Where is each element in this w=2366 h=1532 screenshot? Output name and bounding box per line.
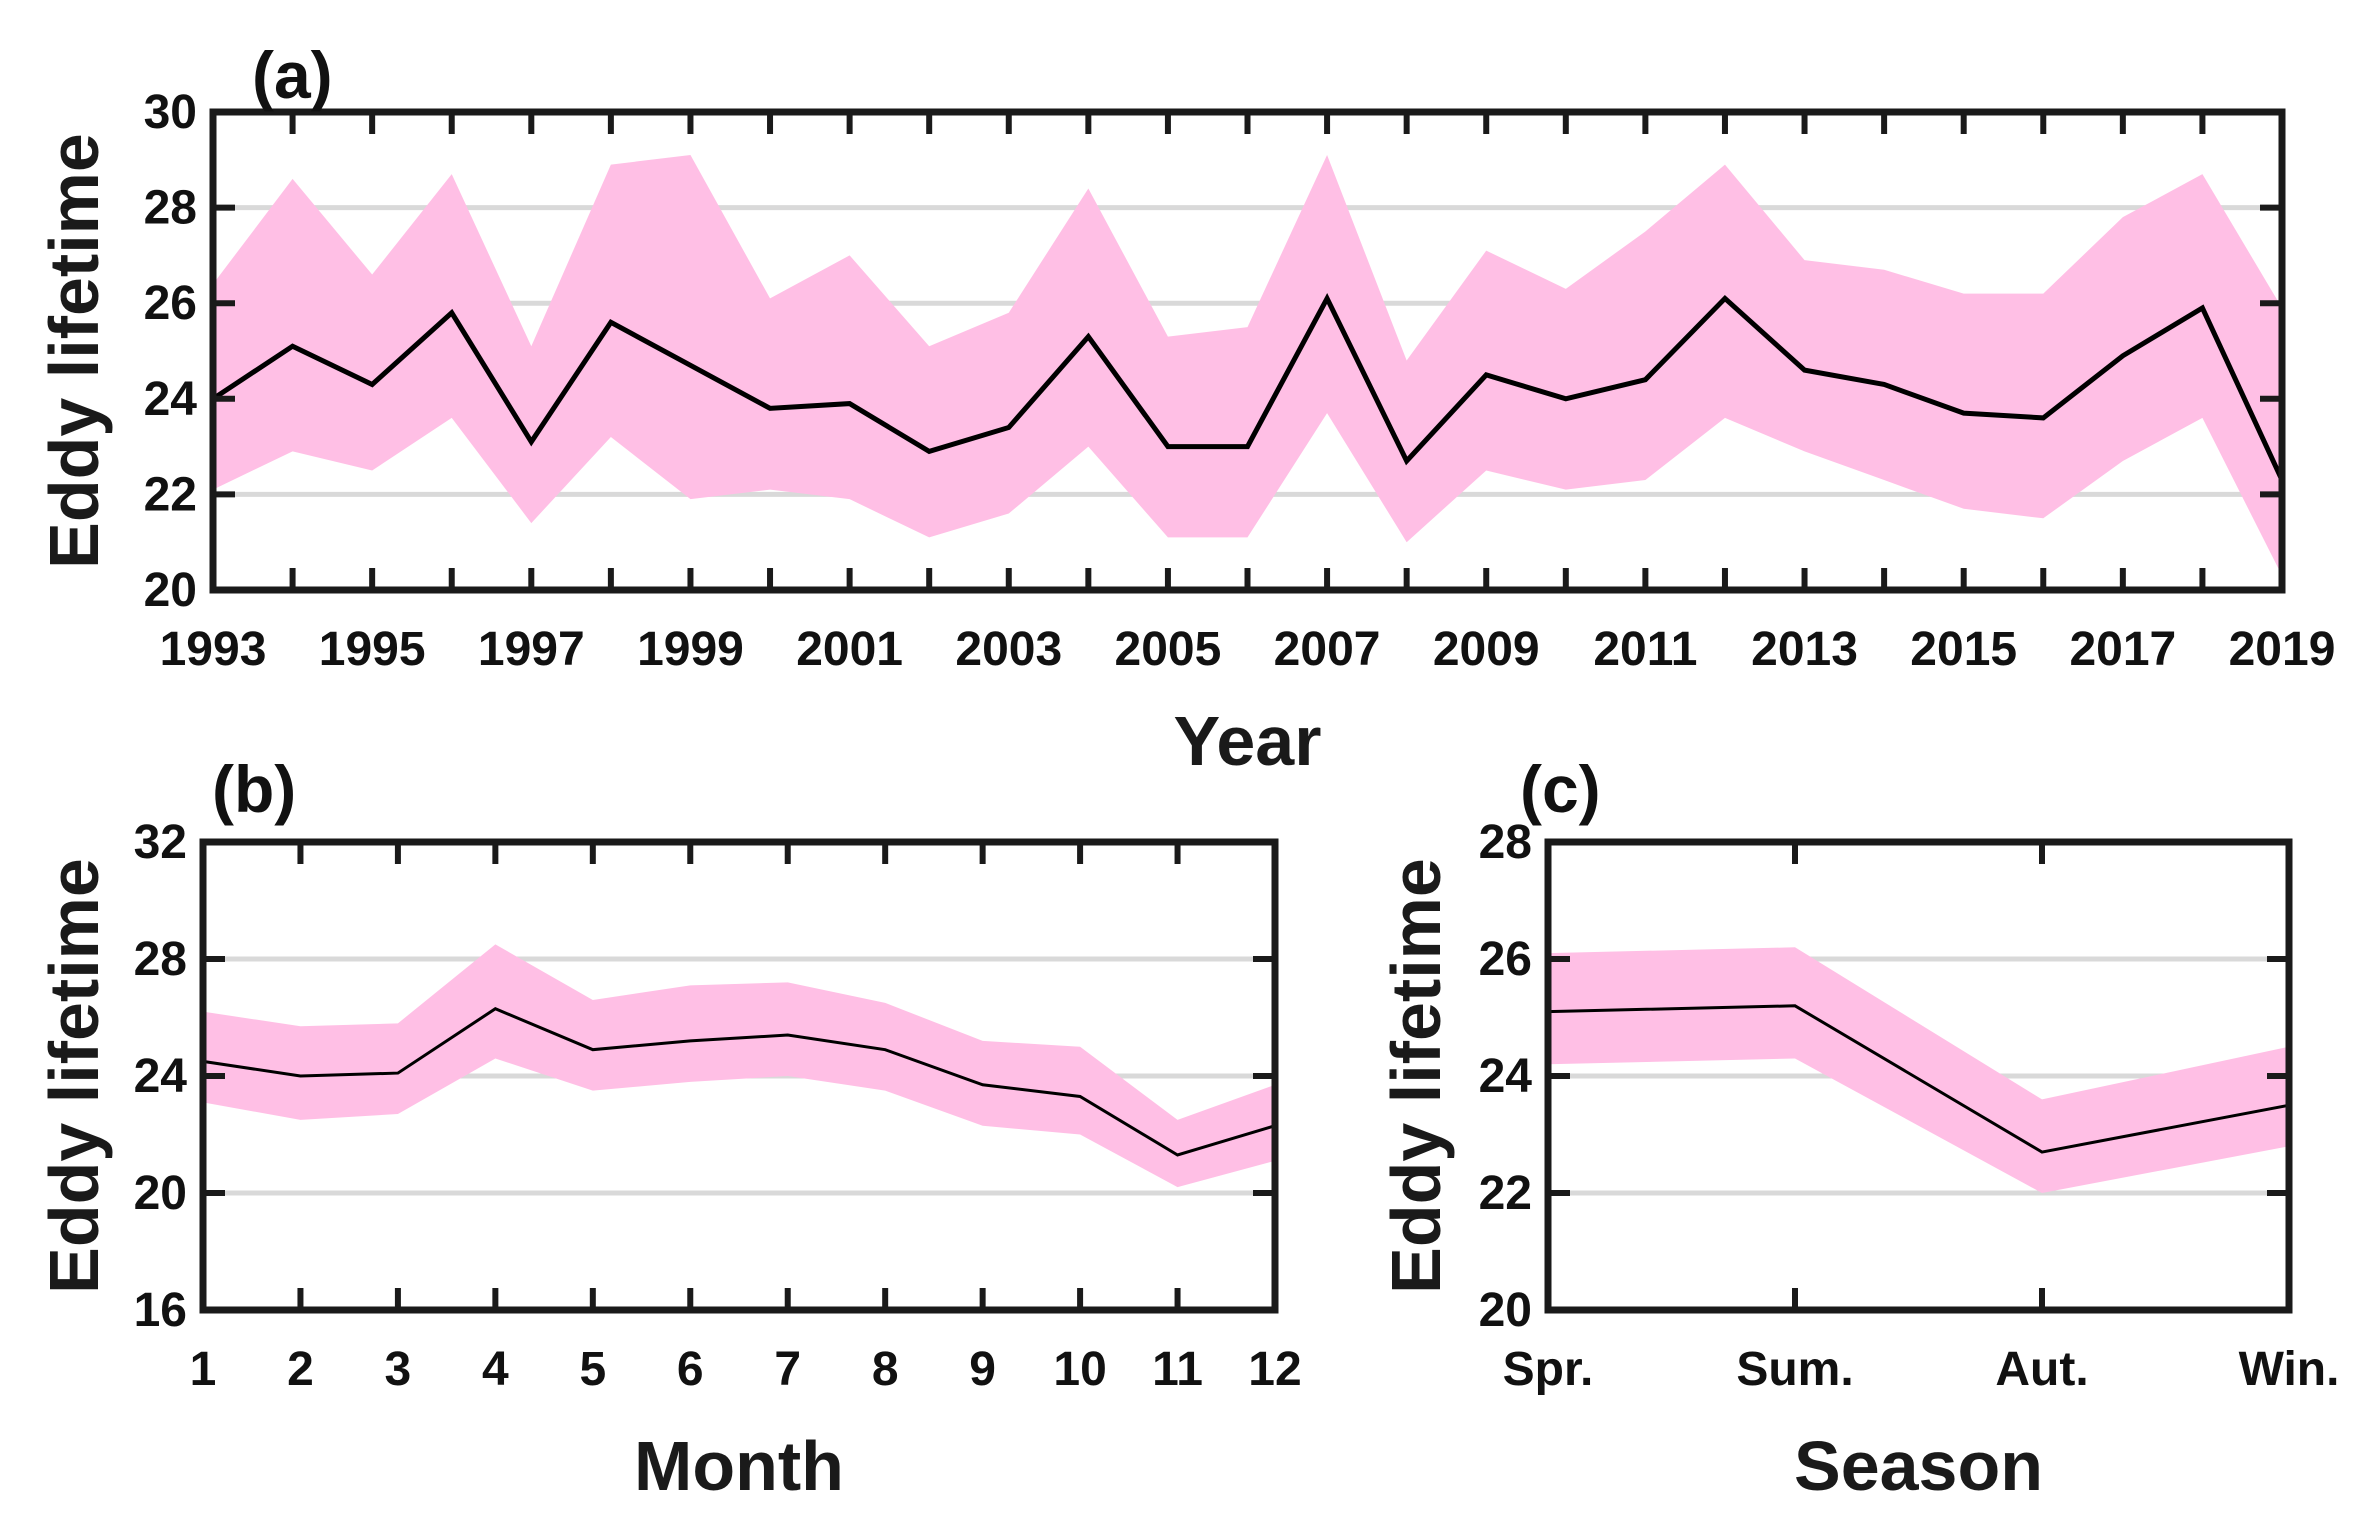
x-tick-label: 1999 bbox=[637, 623, 744, 676]
x-tick-label: 2013 bbox=[1751, 623, 1858, 676]
y-tick-label: 26 bbox=[144, 277, 197, 330]
y-tick-label: 24 bbox=[144, 373, 198, 426]
x-tick-label: Aut. bbox=[1995, 1343, 2088, 1396]
panel-a: 1993 1995 1997 1999 2001 2003 2005 2007 2009 2011… bbox=[35, 38, 2335, 780]
y-tick-label: 28 bbox=[134, 933, 187, 986]
x-tick-label: 2009 bbox=[1433, 623, 1540, 676]
x-tick-label: Win. bbox=[2239, 1343, 2340, 1396]
x-tick-label: 2001 bbox=[796, 623, 903, 676]
panel-label: (a) bbox=[252, 38, 333, 112]
x-tick-label: 2019 bbox=[2229, 623, 2336, 676]
panel-c: Spr. Sum. Aut. Win. 20 22 24 26 28 Season Eddy lif… bbox=[1377, 752, 2339, 1505]
x-tick-label: Sum. bbox=[1736, 1343, 1853, 1396]
y-tick-label: 24 bbox=[134, 1050, 188, 1103]
y-tick-label: 16 bbox=[134, 1284, 187, 1337]
x-tick-label: 7 bbox=[774, 1343, 801, 1396]
y-tick-label: 26 bbox=[1479, 933, 1532, 986]
y-tick-label: 20 bbox=[134, 1167, 187, 1220]
y-tick-label: 20 bbox=[144, 564, 197, 617]
x-tick-label: 10 bbox=[1053, 1343, 1106, 1396]
uncertainty-band bbox=[213, 155, 2282, 576]
y-tick-label: 30 bbox=[144, 86, 197, 139]
x-tick-label: 2005 bbox=[1115, 623, 1222, 676]
y-axis-title: Eddy lifetime bbox=[1377, 858, 1455, 1294]
panel-label: (b) bbox=[212, 752, 296, 826]
x-tick-label: 2003 bbox=[955, 623, 1062, 676]
x-tick-label: 1993 bbox=[160, 623, 267, 676]
x-axis-title: Season bbox=[1794, 1427, 2043, 1505]
y-tick-label: 28 bbox=[144, 182, 197, 235]
x-tick-label: 4 bbox=[482, 1343, 509, 1396]
x-tick-label: 1995 bbox=[319, 623, 426, 676]
uncertainty-band bbox=[203, 944, 1275, 1188]
y-axis-title: Eddy lifetime bbox=[35, 133, 113, 569]
x-tick-label: 9 bbox=[969, 1343, 996, 1396]
y-tick-label: 22 bbox=[144, 468, 197, 521]
x-tick-label: 2 bbox=[287, 1343, 314, 1396]
mean-line bbox=[202, 1007, 1276, 1157]
x-tick-label: Spr. bbox=[1503, 1343, 1594, 1396]
x-axis-title: Month bbox=[634, 1427, 844, 1505]
y-tick-label: 20 bbox=[1479, 1284, 1532, 1337]
x-axis-title: Year bbox=[1174, 702, 1322, 780]
x-tick-label: 8 bbox=[872, 1343, 899, 1396]
x-tick-label: 5 bbox=[579, 1343, 606, 1396]
x-tick-label: 3 bbox=[385, 1343, 412, 1396]
y-tick-label: 32 bbox=[134, 816, 187, 869]
mean-line bbox=[1547, 1004, 2290, 1154]
x-tick-label: 1 bbox=[190, 1343, 217, 1396]
y-axis-title: Eddy lifetime bbox=[35, 858, 113, 1294]
mean-line bbox=[211, 292, 2285, 482]
y-tick-label: 24 bbox=[1479, 1050, 1533, 1103]
x-tick-label: 2017 bbox=[2069, 623, 2176, 676]
panel-label: (c) bbox=[1520, 752, 1601, 826]
x-tick-label: 11 bbox=[1152, 1343, 1203, 1396]
x-tick-label: 1997 bbox=[478, 623, 585, 676]
y-tick-label: 22 bbox=[1479, 1167, 1532, 1220]
x-tick-label: 12 bbox=[1248, 1343, 1301, 1396]
x-tick-label: 2011 bbox=[1593, 623, 1697, 676]
x-tick-label: 2007 bbox=[1274, 623, 1381, 676]
uncertainty-band bbox=[1548, 947, 2289, 1193]
x-tick-label: 6 bbox=[677, 1343, 704, 1396]
y-tick-label: 28 bbox=[1479, 816, 1532, 869]
x-tick-label: 2015 bbox=[1910, 623, 2017, 676]
